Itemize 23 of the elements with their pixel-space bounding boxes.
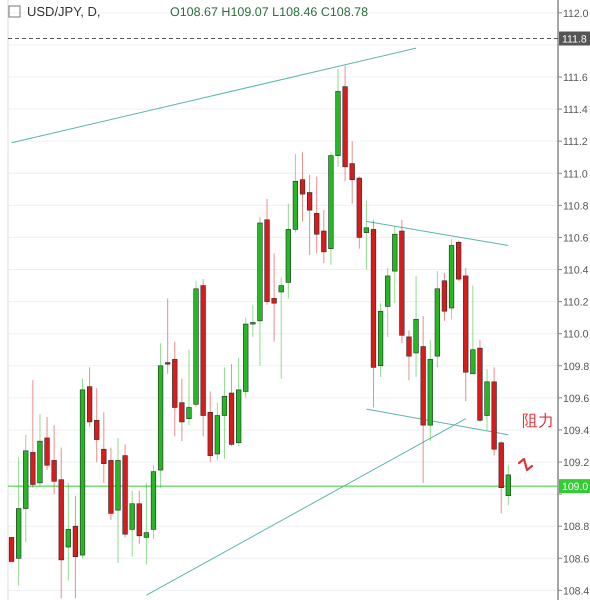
- y-tick-label: 109.6: [563, 392, 590, 405]
- y-tick-label: 111.6: [563, 72, 588, 84]
- y-tick-label: 108.6: [563, 553, 590, 566]
- chart-title: USD/JPY, D,: [27, 4, 100, 19]
- ref-line-label: 109.0: [562, 481, 588, 494]
- y-tick-label: 110.6: [563, 232, 589, 244]
- y-tick-label: 110.2: [563, 296, 589, 309]
- y-tick-label: 108.4: [563, 585, 590, 598]
- y-tick-label: 111.2: [563, 136, 588, 148]
- y-tick-label: 109.4: [563, 424, 590, 437]
- y-tick-label: 110.4: [563, 264, 589, 277]
- annotation: O108.67 H109.07 L108.46 C108.78: [170, 5, 368, 19]
- y-tick-label: 111.0: [563, 168, 588, 180]
- y-tick-label: 110.0: [563, 328, 589, 341]
- header: USD/JPY, D,: [8, 4, 100, 19]
- y-tick-label: 109.2: [563, 457, 590, 470]
- y-tick-label: 112.0: [563, 8, 589, 20]
- ref-line-label: 111.8: [562, 34, 587, 46]
- text: 阻力: [522, 412, 554, 430]
- y-tick-label: 109.8: [563, 360, 590, 373]
- y-tick-label: 111.4: [563, 104, 588, 116]
- y-tick-label: 108.8: [563, 521, 590, 534]
- y-tick-label: 110.8: [563, 200, 589, 212]
